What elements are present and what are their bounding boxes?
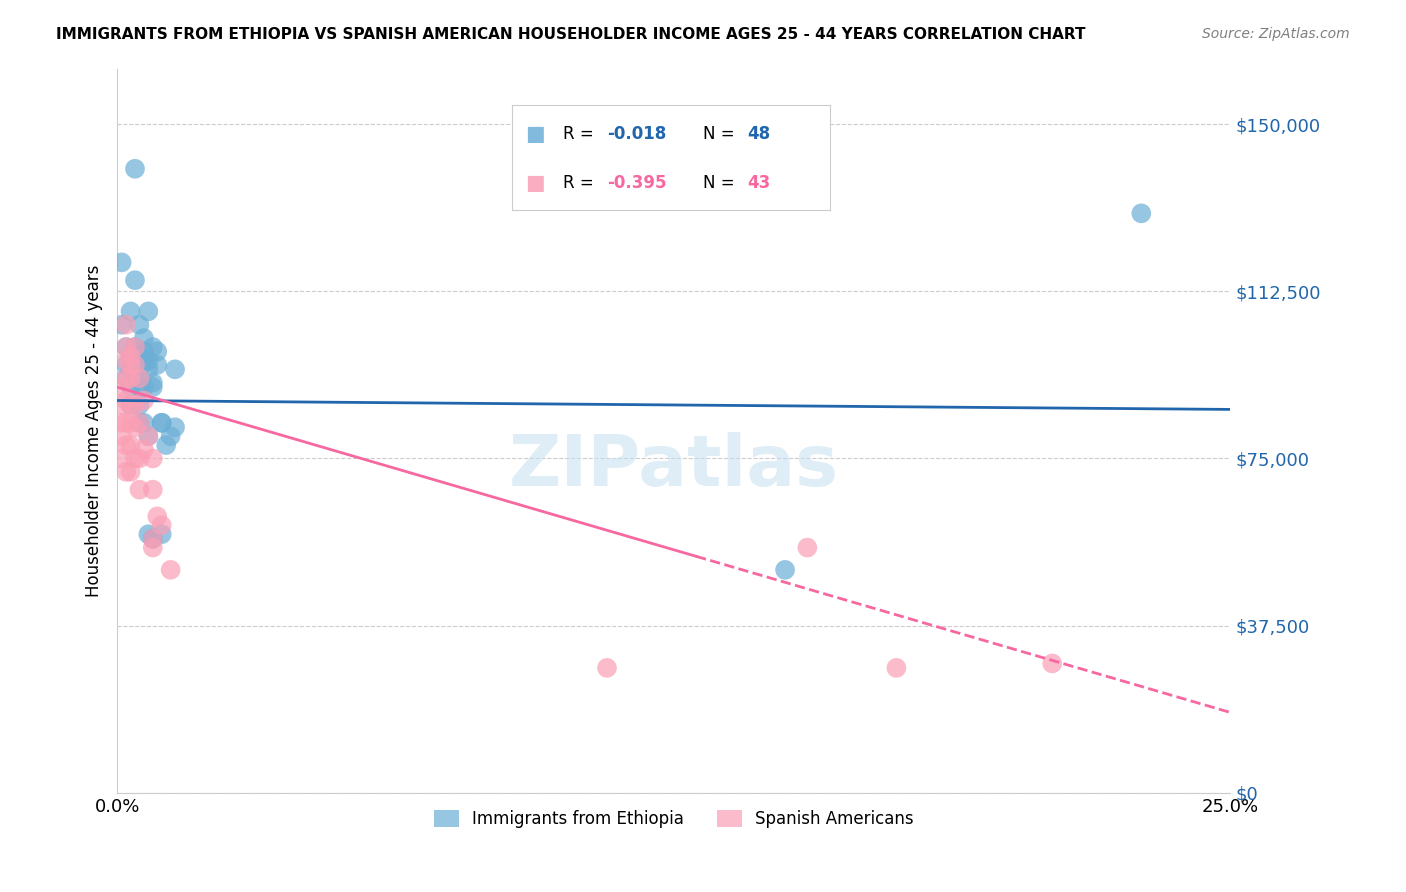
Point — [115, 340, 138, 354]
Point — [128, 362, 150, 376]
Point — [115, 340, 138, 354]
Point — [124, 371, 146, 385]
Point — [132, 380, 155, 394]
Point — [150, 527, 173, 541]
Point — [128, 416, 150, 430]
Point — [128, 318, 150, 332]
Point — [142, 380, 165, 394]
Point — [115, 416, 138, 430]
Point — [596, 661, 619, 675]
Point — [132, 344, 155, 359]
Point — [132, 393, 155, 408]
Point — [115, 438, 138, 452]
Point — [142, 532, 165, 546]
Point — [120, 380, 142, 394]
Point — [146, 358, 169, 372]
Point — [138, 353, 160, 368]
Point — [165, 362, 187, 376]
Y-axis label: Householder Income Ages 25 - 44 years: Householder Income Ages 25 - 44 years — [86, 264, 103, 597]
Point — [165, 420, 187, 434]
Point — [138, 429, 160, 443]
Text: Source: ZipAtlas.com: Source: ZipAtlas.com — [1202, 27, 1350, 41]
Point — [128, 483, 150, 497]
Point — [142, 376, 165, 390]
Point — [128, 451, 150, 466]
Point — [155, 438, 177, 452]
Point — [142, 451, 165, 466]
Point — [146, 344, 169, 359]
Legend: Immigrants from Ethiopia, Spanish Americans: Immigrants from Ethiopia, Spanish Americ… — [427, 804, 921, 835]
Point — [159, 429, 181, 443]
Point — [132, 353, 155, 368]
Point — [111, 255, 134, 269]
Point — [120, 371, 142, 385]
Point — [115, 371, 138, 385]
Point — [138, 527, 160, 541]
Point — [138, 362, 160, 376]
Text: IMMIGRANTS FROM ETHIOPIA VS SPANISH AMERICAN HOUSEHOLDER INCOME AGES 25 - 44 YEA: IMMIGRANTS FROM ETHIOPIA VS SPANISH AMER… — [56, 27, 1085, 42]
Point — [120, 304, 142, 318]
Point — [159, 563, 181, 577]
Point — [132, 416, 155, 430]
Point — [1130, 206, 1153, 220]
Point — [115, 358, 138, 372]
Point — [120, 398, 142, 412]
Point — [120, 438, 142, 452]
Point — [142, 340, 165, 354]
Point — [150, 416, 173, 430]
Point — [111, 416, 134, 430]
Point — [128, 398, 150, 412]
Point — [115, 353, 138, 368]
Point — [120, 416, 142, 430]
Point — [120, 465, 142, 479]
Point — [120, 398, 142, 412]
Point — [124, 161, 146, 176]
Point — [142, 532, 165, 546]
Point — [111, 318, 134, 332]
Point — [124, 349, 146, 363]
Point — [142, 483, 165, 497]
Text: ZIPatlas: ZIPatlas — [509, 433, 839, 501]
Point — [124, 420, 146, 434]
Point — [132, 331, 155, 345]
Point — [150, 518, 173, 533]
Point — [128, 349, 150, 363]
Point — [124, 340, 146, 354]
Point — [120, 362, 142, 376]
Point — [124, 398, 146, 412]
Point — [138, 429, 160, 443]
Point — [115, 371, 138, 385]
Point — [111, 398, 134, 412]
Point — [128, 371, 150, 385]
Point — [146, 509, 169, 524]
Point — [128, 380, 150, 394]
Point — [115, 393, 138, 408]
Point — [111, 429, 134, 443]
Point — [124, 358, 146, 372]
Point — [111, 380, 134, 394]
Point — [138, 304, 160, 318]
Point — [796, 541, 818, 555]
Point — [120, 349, 142, 363]
Point — [142, 532, 165, 546]
Point — [120, 349, 142, 363]
Point — [124, 451, 146, 466]
Point — [120, 358, 142, 372]
Point — [773, 563, 796, 577]
Point — [150, 416, 173, 430]
Point — [886, 661, 908, 675]
Point — [115, 318, 138, 332]
Point — [115, 465, 138, 479]
Point — [124, 273, 146, 287]
Point — [124, 340, 146, 354]
Point — [132, 442, 155, 457]
Point — [111, 451, 134, 466]
Point — [124, 358, 146, 372]
Point — [1040, 657, 1063, 671]
Point — [128, 416, 150, 430]
Point — [142, 541, 165, 555]
